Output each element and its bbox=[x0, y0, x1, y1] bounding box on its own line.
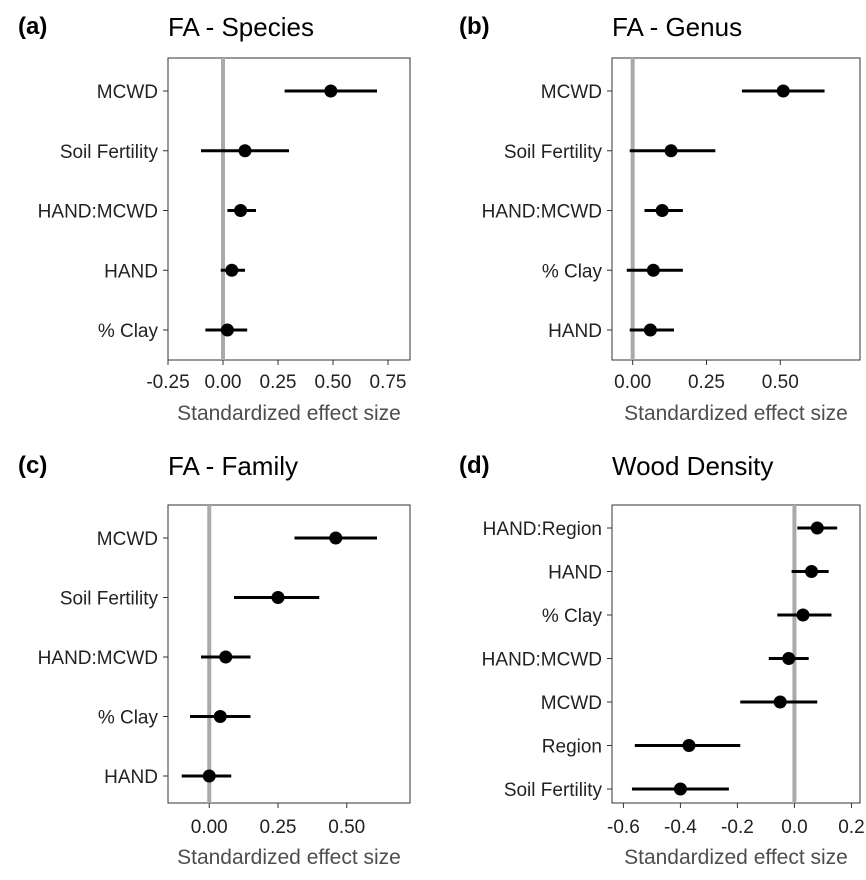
x-tick-label: 0.75 bbox=[370, 372, 407, 393]
x-tick-label: 0.0 bbox=[781, 817, 807, 838]
x-tick-label: 0.00 bbox=[614, 372, 651, 393]
plot-frame bbox=[167, 504, 411, 804]
effect-estimate-point bbox=[202, 769, 216, 783]
row-label: % Clay bbox=[98, 321, 159, 342]
panel-tag: (d) bbox=[459, 452, 490, 479]
x-tick-label: 0.50 bbox=[315, 372, 352, 393]
panel-title: FA - Genus bbox=[612, 12, 742, 42]
row-label: Soil Fertility bbox=[60, 589, 159, 610]
effect-estimate-point bbox=[776, 84, 790, 98]
x-tick-label: 0.50 bbox=[328, 817, 365, 838]
effect-estimate-point bbox=[234, 204, 248, 217]
x-tick-label: 0.25 bbox=[688, 372, 725, 393]
effect-estimate-point bbox=[238, 144, 252, 158]
panel-title: Wood Density bbox=[612, 451, 773, 481]
x-axis-label: Standardized effect size bbox=[177, 846, 401, 869]
x-axis-label: Standardized effect size bbox=[624, 402, 848, 425]
plot-frame bbox=[611, 504, 861, 804]
x-tick-label: -0.2 bbox=[721, 817, 754, 838]
effect-estimate-point bbox=[673, 782, 687, 796]
row-label: MCWD bbox=[97, 82, 158, 103]
row-label: HAND:MCWD bbox=[38, 648, 158, 669]
x-tick-label: -0.25 bbox=[146, 372, 189, 393]
panel-tag: (c) bbox=[18, 452, 47, 479]
effect-estimate-point bbox=[782, 652, 796, 665]
panel-title: FA - Family bbox=[168, 451, 298, 481]
row-label: MCWD bbox=[541, 693, 602, 714]
row-label: HAND bbox=[548, 563, 602, 584]
x-tick-label: 0.2 bbox=[838, 817, 864, 838]
effect-estimate-point bbox=[329, 531, 343, 545]
effect-estimate-point bbox=[643, 323, 657, 337]
effect-estimate-point bbox=[219, 650, 233, 664]
effect-estimate-point bbox=[655, 204, 669, 217]
row-label: HAND bbox=[548, 321, 602, 342]
row-label: % Clay bbox=[542, 606, 603, 627]
effect-estimate-point bbox=[664, 144, 678, 158]
panel-3: (d) Wood Density HAND:Region HAND % Clay HAND… bbox=[459, 451, 865, 869]
effect-estimate-point bbox=[796, 608, 810, 622]
panel-tag: (b) bbox=[459, 13, 490, 40]
effect-estimate-point bbox=[810, 521, 824, 535]
panel-tag: (a) bbox=[18, 13, 47, 40]
row-label: Soil Fertility bbox=[504, 142, 603, 163]
panel-title: FA - Species bbox=[168, 12, 314, 42]
x-tick-label: 0.00 bbox=[191, 817, 228, 838]
row-label: Soil Fertility bbox=[504, 780, 603, 801]
panel-2: (c) FA - Family MCWD Soil Fertility HAND:MCW… bbox=[18, 451, 411, 869]
effect-estimate-point bbox=[213, 710, 227, 723]
effect-estimate-point bbox=[646, 263, 660, 277]
x-tick-label: 0.50 bbox=[762, 372, 799, 393]
x-tick-label: 0.25 bbox=[260, 817, 297, 838]
x-axis-label: Standardized effect size bbox=[624, 846, 848, 869]
x-axis-label: Standardized effect size bbox=[177, 402, 401, 425]
x-tick-label: 0.00 bbox=[205, 372, 242, 393]
effect-estimate-point bbox=[805, 565, 819, 578]
row-label: HAND:Region bbox=[483, 519, 602, 540]
effect-estimate-point bbox=[324, 84, 338, 98]
plot-frame bbox=[167, 57, 411, 361]
panel-0: (a) FA - Species MCWD Soil Fertility HAND:MC… bbox=[18, 12, 411, 425]
panel-1: (b) FA - Genus MCWD Soil Fertility HAND:MCWD… bbox=[459, 12, 861, 425]
row-label: MCWD bbox=[97, 529, 158, 550]
row-label: % Clay bbox=[98, 708, 159, 729]
effect-estimate-point bbox=[271, 591, 285, 604]
x-tick-label: 0.25 bbox=[260, 372, 297, 393]
effect-estimate-point bbox=[220, 323, 234, 337]
row-label: Region bbox=[542, 737, 602, 758]
row-label: MCWD bbox=[541, 82, 602, 103]
row-label: HAND:MCWD bbox=[482, 202, 602, 223]
effect-estimate-point bbox=[682, 739, 696, 752]
row-label: Soil Fertility bbox=[60, 142, 159, 163]
x-tick-label: -0.6 bbox=[607, 817, 640, 838]
x-tick-label: -0.4 bbox=[664, 817, 697, 838]
row-label: HAND:MCWD bbox=[38, 202, 158, 223]
row-label: % Clay bbox=[542, 261, 603, 282]
row-label: HAND:MCWD bbox=[482, 650, 602, 671]
effect-estimate-point bbox=[225, 263, 239, 277]
row-label: HAND bbox=[104, 767, 158, 788]
effect-estimate-point bbox=[773, 695, 787, 709]
row-label: HAND bbox=[104, 261, 158, 282]
